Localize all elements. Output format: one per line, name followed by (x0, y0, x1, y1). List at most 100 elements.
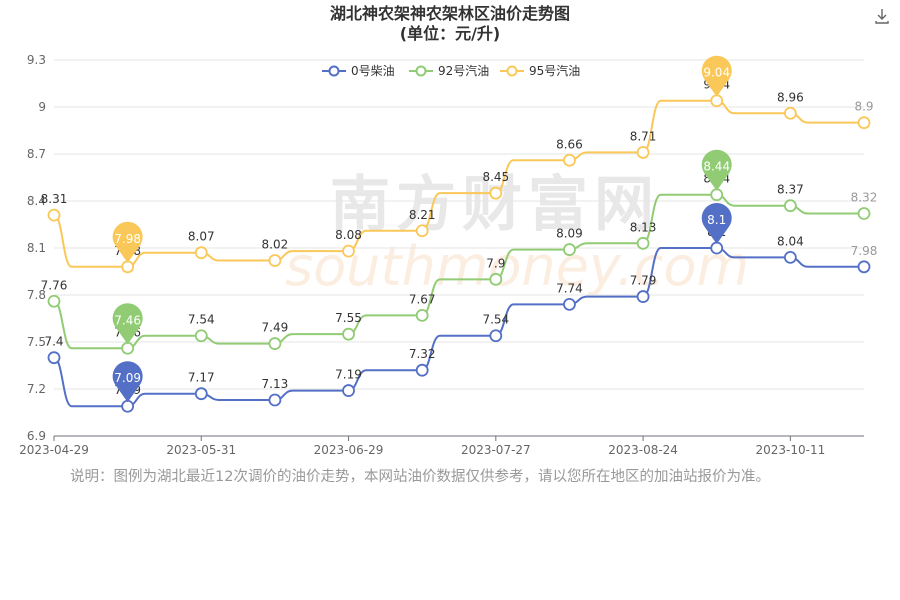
data-label: 7.74 (556, 281, 583, 295)
x-tick-label: 2023-04-29 (19, 443, 89, 457)
legend-item[interactable]: 92号汽油 (409, 63, 489, 78)
data-point[interactable] (710, 241, 724, 255)
data-point[interactable] (857, 207, 871, 220)
legend-item[interactable]: 0号柴油 (322, 64, 395, 78)
y-tick-label: 7.5 (27, 335, 46, 349)
pin-label: 7.09 (114, 371, 141, 385)
data-point[interactable] (342, 327, 355, 341)
data-point[interactable] (489, 272, 503, 286)
data-point[interactable] (268, 337, 282, 350)
data-label: 8.31 (41, 192, 68, 206)
data-point[interactable] (342, 384, 355, 397)
grid-lines (54, 59, 864, 390)
pin-label: 7.98 (114, 232, 141, 246)
legend[interactable]: 0号柴油 92号汽油 95号汽油 (322, 63, 580, 78)
chart-note: 说明：图例为湖北最近12次调价的油价走势，本网站油价数据仅供参考，请以您所在地区… (70, 469, 770, 485)
data-label: 8.71 (630, 129, 657, 143)
data-label: 7.55 (335, 311, 362, 325)
data-point[interactable] (415, 308, 429, 322)
data-label: 7.79 (630, 274, 657, 288)
x-tick-label: 2023-08-24 (608, 443, 678, 457)
download-icon[interactable] (872, 6, 892, 26)
data-label: 7.13 (262, 377, 289, 391)
data-label: 7.32 (409, 347, 436, 361)
watermark-en: southmoney.com (285, 235, 749, 298)
data-label: 7.9 (486, 256, 505, 270)
data-point[interactable] (268, 254, 282, 267)
markpoint-pin: 7.09 (112, 361, 143, 403)
data-point[interactable] (121, 260, 135, 274)
x-axis: 2023-04-29 2023-05-31 2023-06-29 2023-07-27… (19, 435, 864, 457)
data-point[interactable] (857, 116, 871, 130)
markpoint-pin: 7.98 (112, 221, 143, 263)
pin-shape (701, 149, 732, 191)
data-label: 8.9 (854, 100, 873, 114)
data-point[interactable] (47, 294, 61, 308)
y-tick-label: 7.2 (27, 382, 46, 396)
markpoint-pin: 9.04 (701, 55, 732, 97)
pin-shape (701, 203, 732, 244)
y-tick-label: 7.8 (27, 288, 46, 302)
data-point[interactable] (268, 393, 282, 407)
markpoint-pin: 8.44 (701, 149, 732, 191)
data-point[interactable] (415, 224, 429, 238)
watermark: 南方财富网 southmoney.com (285, 170, 749, 298)
pin-label: 8.44 (703, 160, 730, 174)
pin-shape (112, 221, 143, 263)
x-tick-label: 2023-10-11 (755, 443, 825, 457)
data-point[interactable] (563, 243, 576, 256)
data-point[interactable] (47, 351, 61, 365)
data-point[interactable] (710, 94, 724, 108)
data-point[interactable] (489, 186, 503, 200)
data-point[interactable] (194, 387, 208, 401)
pin-label: 7.46 (114, 313, 141, 327)
x-tick-label: 2023-06-29 (314, 443, 384, 457)
legend-marker (506, 65, 518, 77)
legend-label: 92号汽油 (438, 63, 489, 78)
data-point[interactable] (636, 236, 650, 250)
data-point[interactable] (636, 146, 650, 159)
data-point[interactable] (121, 399, 135, 413)
watermark-cn: 南方财富网 (330, 170, 660, 240)
data-point[interactable] (489, 329, 503, 343)
data-point[interactable] (194, 246, 208, 260)
data-point[interactable] (415, 363, 429, 377)
data-point[interactable] (121, 341, 135, 355)
legend-label: 0号柴油 (351, 64, 395, 78)
series-group: 7.47.097.177.137.197.327.547.747.798.18.… (44, 225, 878, 413)
data-point[interactable] (563, 153, 576, 167)
data-point[interactable] (857, 260, 871, 274)
data-point[interactable] (194, 329, 208, 343)
data-label: 8.07 (188, 230, 215, 244)
data-point[interactable] (783, 106, 797, 120)
data-label: 7.17 (188, 371, 215, 385)
data-label: 8.13 (630, 220, 657, 234)
chart-title-unit: (单位：元/升) (399, 24, 501, 43)
pin-label: 9.04 (703, 66, 730, 80)
data-label: 7.19 (335, 368, 362, 382)
y-tick-label: 6.9 (27, 429, 46, 443)
data-label: 7.54 (188, 313, 215, 327)
data-point[interactable] (563, 297, 576, 311)
series-group: 8.317.988.078.028.088.218.458.668.719.04… (41, 78, 874, 274)
data-label: 8.37 (777, 183, 804, 197)
data-point[interactable] (636, 290, 650, 303)
data-label: 7.67 (409, 292, 436, 306)
data-point[interactable] (710, 188, 724, 202)
series-group: 7.767.467.547.497.557.677.98.098.138.448… (41, 172, 877, 355)
data-label: 8.08 (335, 228, 362, 242)
data-point[interactable] (783, 250, 797, 264)
data-label: 7.4 (44, 335, 63, 349)
data-point[interactable] (47, 208, 61, 222)
data-label: 8.96 (777, 90, 804, 104)
legend-label: 95号汽油 (529, 63, 580, 78)
legend-item[interactable]: 95号汽油 (500, 63, 580, 78)
data-label: 8.21 (409, 208, 436, 222)
data-point[interactable] (342, 244, 355, 258)
legend-marker (415, 65, 427, 77)
data-label: 7.98 (851, 244, 878, 258)
y-tick-label: 8.1 (27, 241, 46, 255)
data-point[interactable] (783, 199, 797, 213)
y-tick-label: 8.7 (27, 147, 46, 161)
data-label: 7.49 (262, 321, 289, 335)
